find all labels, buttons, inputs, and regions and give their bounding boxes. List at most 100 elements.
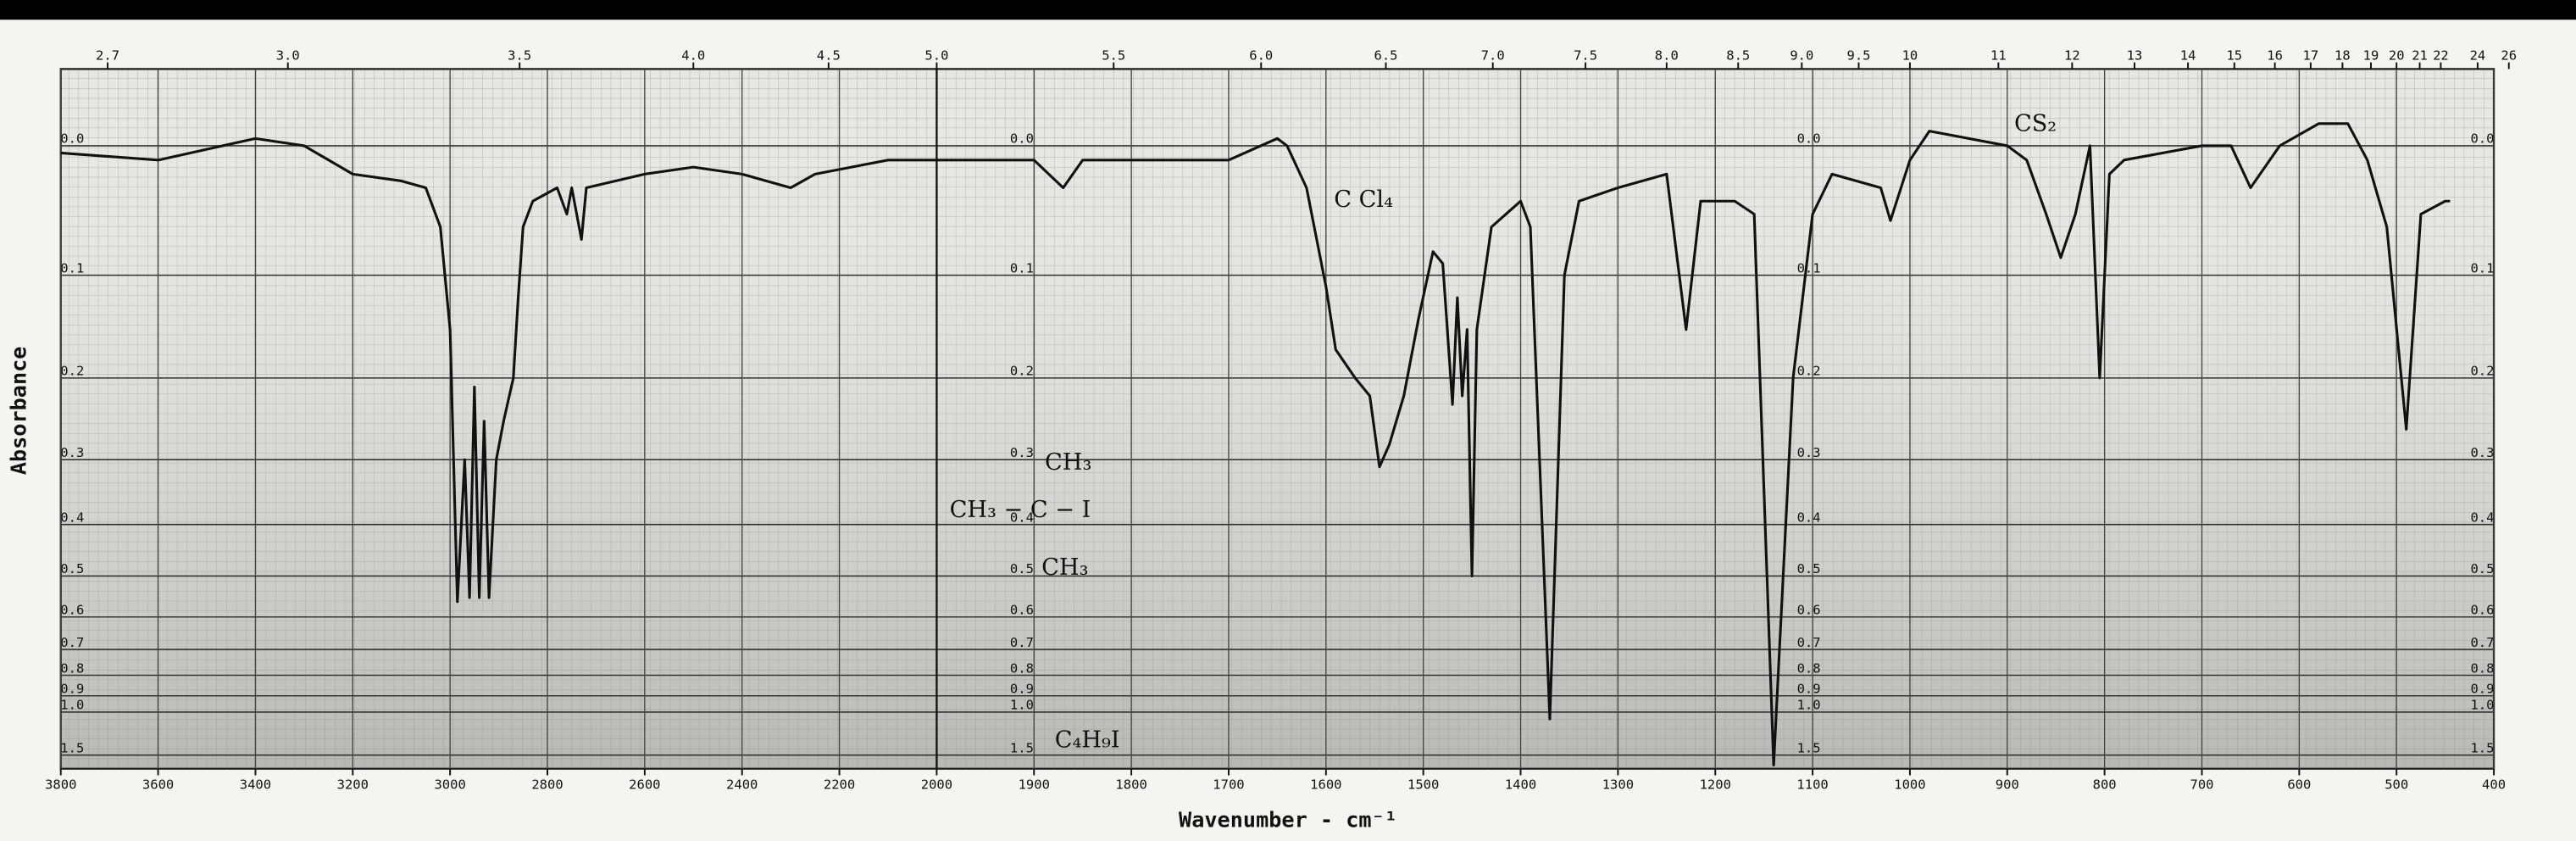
y-tick-label: 0.5 [2470,561,2494,576]
y-tick-label: 0.1 [2470,260,2494,276]
annotation: CS₂ [2014,111,2057,137]
y-tick-label: 0.2 [2470,364,2494,379]
spectrum-line [60,122,2451,766]
y-tick-label: 0.3 [2470,445,2494,460]
x-tick-label: 400 [2482,777,2506,793]
top-tick-label: 3.5 [508,47,531,63]
y-tick-label: 0.1 [60,260,84,276]
x-tick-label: 1900 [1019,777,1050,793]
top-tick-label: 14 [2180,47,2196,63]
top-tick-label: 18 [2334,47,2351,63]
y-tick-label: 0.7 [2470,635,2494,650]
y-tick-label: 0.0 [1797,131,1821,147]
top-tick-label: 6.5 [1374,47,1397,63]
y-tick-label: 0.6 [60,602,84,617]
x-tick-label: 2800 [531,777,563,793]
top-tick-label: 15 [2226,47,2242,63]
x-tick-label: 1800 [1115,777,1146,793]
annotation: CH₃ − C − I [950,497,1091,523]
y-tick-label: 0.4 [60,510,84,525]
y-tick-label: 0.7 [60,635,84,650]
x-tick-label: 1700 [1213,777,1244,793]
top-tick-label: 21 [2412,47,2428,63]
top-tick-label: 8.5 [1726,47,1750,63]
y-tick-label: 0.6 [1010,602,1034,617]
y-tick-label: 0.8 [2470,660,2494,676]
y-tick-label: 0.2 [1010,364,1034,379]
y-tick-label: 0.3 [1797,445,1821,460]
y-axis-label: Absorbance [6,347,31,476]
y-tick-label: 0.7 [1797,635,1821,650]
top-tick-label: 4.0 [681,47,705,63]
top-tick-label: 5.0 [924,47,948,63]
top-tick-label: 5.5 [1102,47,1125,63]
top-tick-label: 10 [1902,47,1918,63]
x-tick-label: 3600 [142,777,174,793]
y-tick-label: 0.9 [1010,681,1034,696]
y-tick-label: 1.5 [1797,740,1821,755]
y-tick-label: 1.0 [1010,698,1034,713]
x-tick-label: 3000 [434,777,465,793]
y-tick-label: 0.8 [1010,660,1034,676]
x-tick-label: 1600 [1310,777,1341,793]
y-tick-label: 0.7 [1010,635,1034,650]
annotation: C Cl₄ [1334,187,1393,213]
annotation: C₄H₉I [1055,727,1120,753]
top-tick-label: 9.0 [1790,47,1813,63]
scan-border [0,0,2576,20]
x-tick-label: 3400 [240,777,271,793]
y-tick-label: 0.0 [60,131,84,147]
y-tick-label: 1.5 [60,740,84,755]
x-tick-label: 800 [2093,777,2117,793]
x-tick-label: 3200 [337,777,369,793]
x-tick-label: 600 [2287,777,2311,793]
x-tick-label: 1100 [1796,777,1828,793]
top-tick-label: 7.0 [1481,47,1505,63]
x-tick-label: 3800 [45,777,76,793]
y-tick-label: 1.5 [1010,740,1034,755]
top-tick-label: 6.0 [1249,47,1273,63]
top-tick-label: 3.0 [276,47,300,63]
y-tick-label: 1.5 [2470,740,2494,755]
y-tick-label: 0.2 [60,364,84,379]
paper-shade [60,69,2495,769]
y-tick-label: 1.0 [2470,698,2494,713]
y-tick-label: 1.0 [1797,698,1821,713]
y-tick-label: 0.3 [60,445,84,460]
y-tick-label: 0.2 [1797,364,1821,379]
top-tick-label: 13 [2127,47,2143,63]
top-tick-label: 22 [2433,47,2449,63]
y-tick-label: 0.1 [1010,260,1034,276]
y-tick-label: 0.5 [1010,561,1034,576]
y-tick-label: 0.4 [1797,510,1821,525]
y-tick-label: 1.0 [60,698,84,713]
y-tick-label: 0.1 [1797,260,1821,276]
y-tick-label: 0.0 [2470,131,2494,147]
y-tick-label: 0.9 [60,681,84,696]
top-tick-label: 2.7 [96,47,119,63]
x-tick-label: 1400 [1505,777,1536,793]
x-tick-label: 2400 [726,777,758,793]
top-tick-label: 4.5 [817,47,841,63]
y-tick-label: 0.8 [60,660,84,676]
y-tick-label: 0.9 [2470,681,2494,696]
y-tick-label: 0.8 [1797,660,1821,676]
y-tick-label: 0.0 [1010,131,1034,147]
top-tick-label: 12 [2064,47,2080,63]
x-tick-label: 1500 [1407,777,1439,793]
y-tick-label: 0.5 [1797,561,1821,576]
x-tick-label: 500 [2384,777,2408,793]
x-tick-label: 1200 [1700,777,1731,793]
top-tick-label: 24 [2470,47,2486,63]
top-tick-label: 7.5 [1574,47,1597,63]
x-tick-label: 1300 [1602,777,1634,793]
top-tick-label: 17 [2303,47,2319,63]
y-tick-label: 0.6 [2470,602,2494,617]
x-tick-label: 2000 [921,777,952,793]
annotation: CH₃ [1045,449,1091,476]
top-tick-label: 20 [2389,47,2405,63]
x-tick-label: 2200 [824,777,855,793]
top-tick-label: 19 [2363,47,2379,63]
